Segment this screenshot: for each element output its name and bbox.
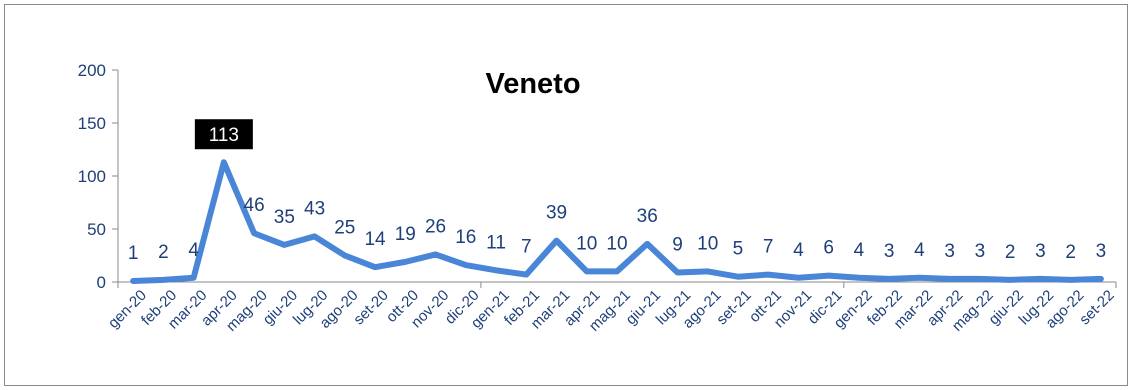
data-label: 25 — [334, 218, 355, 239]
data-label: 6 — [823, 238, 834, 259]
data-label: 3 — [944, 241, 955, 262]
data-label: 46 — [244, 195, 265, 216]
data-label: 2 — [158, 242, 169, 263]
data-label: 11 — [486, 232, 506, 253]
y-tick-label: 150 — [78, 114, 106, 133]
data-label-box — [194, 119, 253, 150]
data-label: 16 — [455, 227, 476, 248]
data-label: 26 — [425, 216, 446, 237]
x-tick-label: set-20 — [350, 287, 392, 329]
y-tick-label: 100 — [78, 167, 106, 186]
data-label: 2 — [1065, 242, 1076, 263]
data-label: 4 — [188, 240, 199, 261]
chart-frame — [4, 4, 1128, 386]
data-label: 9 — [672, 234, 683, 255]
x-tick-label: set-21 — [713, 287, 755, 329]
x-tick-label: gen-20 — [105, 287, 150, 332]
data-label: 113 — [209, 125, 239, 146]
data-label: 10 — [697, 233, 718, 254]
data-label: 2 — [1005, 242, 1016, 263]
data-label: 3 — [884, 241, 895, 262]
data-label: 10 — [606, 233, 627, 254]
data-label: 4 — [793, 240, 804, 261]
data-label: 3 — [1096, 241, 1107, 262]
data-label: 3 — [1035, 241, 1046, 262]
data-label: 4 — [914, 240, 925, 261]
data-label: 7 — [521, 237, 532, 258]
data-label: 10 — [576, 233, 597, 254]
series-line — [130, 159, 1104, 284]
y-tick-label: 200 — [78, 61, 106, 80]
data-label: 1 — [128, 243, 139, 264]
data-label: 39 — [546, 203, 567, 224]
data-label: 5 — [733, 239, 744, 260]
x-tick-label: set-22 — [1076, 287, 1118, 329]
data-label: 43 — [304, 198, 325, 219]
data-label: 7 — [763, 237, 774, 258]
y-tick-label: 50 — [87, 220, 106, 239]
data-label: 36 — [637, 206, 658, 227]
data-label: 35 — [274, 207, 295, 228]
data-label: 19 — [395, 224, 416, 245]
data-label: 3 — [975, 241, 986, 262]
data-label: 14 — [364, 229, 386, 250]
data-label: 4 — [854, 240, 865, 261]
y-tick-label: 0 — [97, 273, 106, 292]
chart-title: Veneto — [485, 68, 580, 100]
